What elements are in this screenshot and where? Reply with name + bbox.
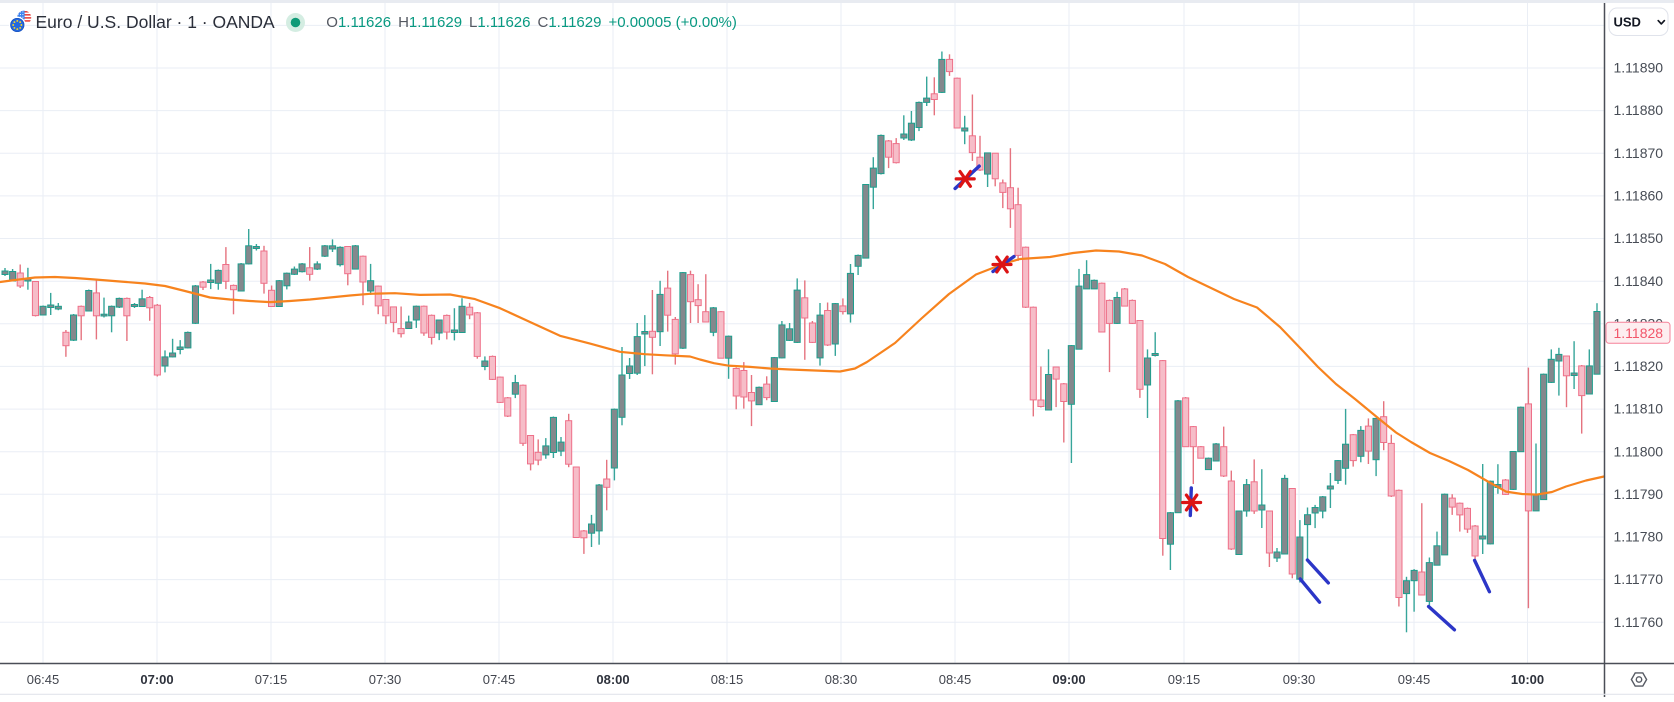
svg-text:06:45: 06:45 [27, 672, 60, 687]
svg-text:Euro / U.S. Dollar · 1 · OANDA: Euro / U.S. Dollar · 1 · OANDA [36, 12, 276, 32]
svg-text:07:45: 07:45 [483, 672, 516, 687]
svg-text:09:00: 09:00 [1052, 672, 1085, 687]
svg-text:1.11800: 1.11800 [1614, 443, 1664, 459]
svg-text:09:30: 09:30 [1283, 672, 1316, 687]
svg-text:1.11760: 1.11760 [1614, 614, 1664, 630]
svg-text:1.11860: 1.11860 [1614, 188, 1664, 204]
svg-text:1.11780: 1.11780 [1614, 529, 1664, 545]
svg-text:1.11820: 1.11820 [1614, 358, 1664, 374]
svg-text:09:15: 09:15 [1168, 672, 1201, 687]
svg-text:1.11790: 1.11790 [1614, 486, 1664, 502]
svg-text:1.11890: 1.11890 [1614, 60, 1664, 76]
svg-text:1.11880: 1.11880 [1614, 102, 1664, 118]
svg-text:07:00: 07:00 [140, 672, 173, 687]
svg-text:1.11828: 1.11828 [1614, 325, 1664, 341]
svg-text:08:45: 08:45 [939, 672, 972, 687]
svg-text:USD: USD [1614, 15, 1641, 30]
svg-text:1.11810: 1.11810 [1614, 401, 1664, 417]
svg-text:1.11870: 1.11870 [1614, 145, 1664, 161]
svg-text:08:30: 08:30 [825, 672, 858, 687]
svg-text:1.11770: 1.11770 [1614, 571, 1664, 587]
svg-text:08:00: 08:00 [596, 672, 629, 687]
svg-text:07:15: 07:15 [255, 672, 288, 687]
svg-text:1.11850: 1.11850 [1614, 230, 1664, 246]
svg-text:09:45: 09:45 [1398, 672, 1431, 687]
svg-text:10:00: 10:00 [1511, 672, 1544, 687]
svg-text:1.11840: 1.11840 [1614, 273, 1664, 289]
svg-text:07:30: 07:30 [369, 672, 402, 687]
svg-text:08:15: 08:15 [711, 672, 744, 687]
